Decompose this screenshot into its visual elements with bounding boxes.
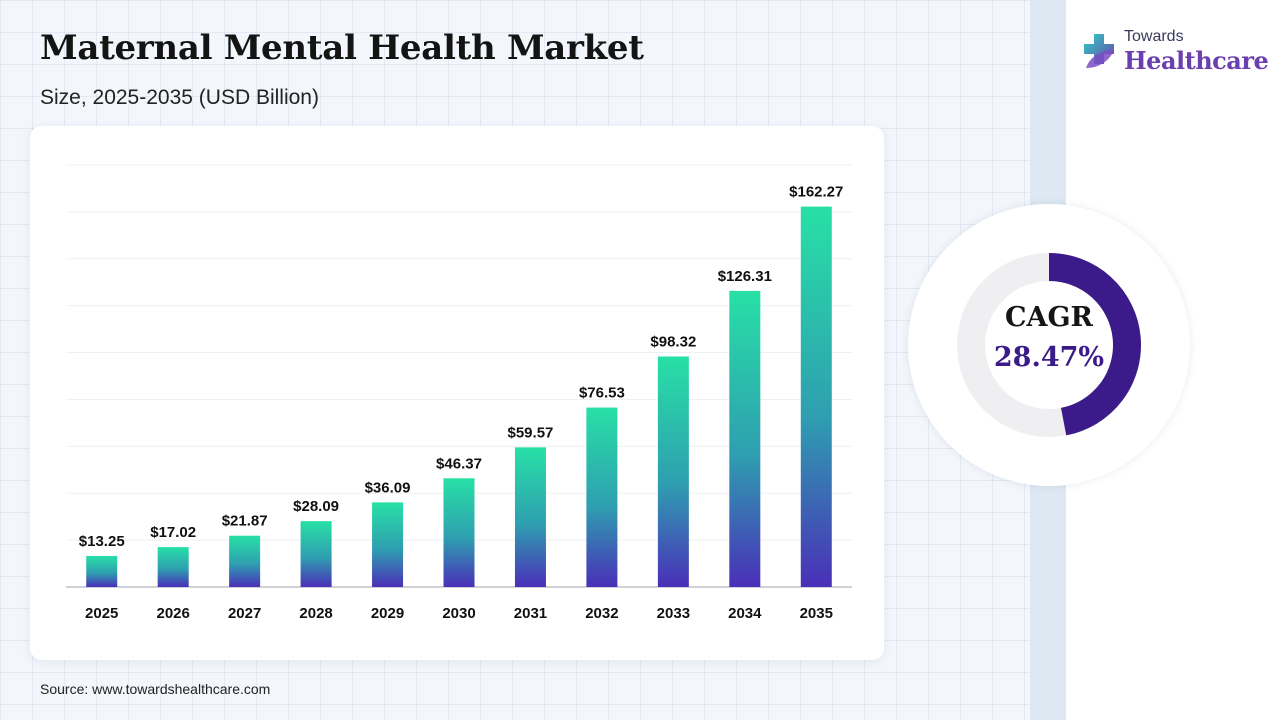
source-note: Source: www.towardshealthcare.com [40, 681, 271, 697]
x-tick-label-2028: 2028 [299, 605, 332, 622]
bar-2028 [300, 521, 332, 587]
data-label-2035: $162.27 [789, 184, 843, 201]
bar-2031 [514, 447, 546, 587]
brand-name-top: Towards [1124, 28, 1184, 45]
bar-2026 [157, 547, 189, 587]
x-tick-label-2034: 2034 [728, 605, 762, 622]
bar-2029 [372, 502, 404, 587]
cagr-donut: CAGR 28.47% [908, 204, 1190, 486]
bar-2030 [443, 478, 475, 587]
x-tick-label-2029: 2029 [371, 605, 404, 622]
x-tick-label-2027: 2027 [228, 605, 261, 622]
cagr-ring-fill [1048, 253, 1141, 436]
chart-card: $13.25 $17.02 $21.87 $28.09 $36.09 $46.37 $59.… [30, 126, 884, 660]
data-label-2034: $126.31 [718, 268, 772, 285]
cagr-value: 28.47% [993, 342, 1105, 373]
data-label-2032: $76.53 [579, 385, 625, 402]
brand-name-main: Healthcare [1124, 46, 1269, 75]
x-tick-label-2026: 2026 [156, 605, 189, 622]
data-label-2028: $28.09 [293, 498, 339, 515]
data-label-2029: $36.09 [365, 479, 411, 496]
bar-2035 [800, 206, 832, 587]
cagr-label: CAGR [1005, 302, 1093, 333]
bar-2025 [86, 555, 118, 587]
data-label-2026: $17.02 [150, 524, 196, 541]
x-tick-label-2035: 2035 [800, 605, 833, 622]
bar-2034 [729, 290, 761, 587]
chart-subtitle: Size, 2025-2035 (USD Billion) [40, 86, 319, 109]
cagr-ring-graphic [957, 253, 1141, 437]
bar-2033 [657, 356, 689, 587]
data-label-2030: $46.37 [436, 455, 482, 472]
bar-chart: $13.25 $17.02 $21.87 $28.09 $36.09 $46.37 $59.… [66, 164, 852, 622]
brand-logo: Towards Healthcare [1080, 26, 1269, 78]
x-tick-label-2033: 2033 [657, 605, 690, 622]
data-label-2031: $59.57 [508, 424, 554, 441]
data-label-2033: $98.32 [650, 333, 696, 350]
chart-title: Maternal Mental Health Market [40, 28, 644, 68]
data-label-2027: $21.87 [222, 513, 268, 530]
medical-cross-leaf-icon [1084, 34, 1114, 68]
x-tick-label-2025: 2025 [85, 605, 118, 622]
bar-2032 [586, 407, 618, 587]
x-tick-label-2030: 2030 [442, 605, 475, 622]
x-tick-label-2032: 2032 [585, 605, 618, 622]
x-tick-label-2031: 2031 [514, 605, 547, 622]
data-label-2025: $13.25 [79, 533, 125, 550]
bar-2027 [229, 535, 261, 587]
